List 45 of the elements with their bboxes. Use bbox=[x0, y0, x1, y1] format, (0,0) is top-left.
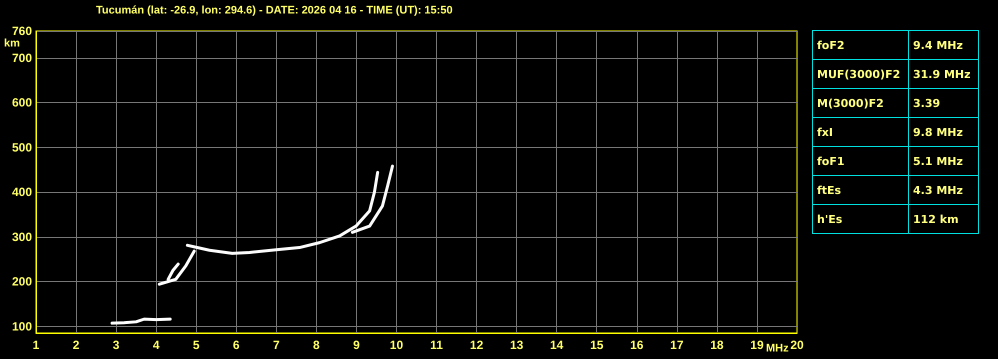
x-tick-label: 14 bbox=[550, 338, 564, 352]
text: 9.8 MHz bbox=[908, 118, 978, 146]
y-tick-label: 200 bbox=[12, 274, 32, 289]
x-tick-label: 19 bbox=[750, 338, 764, 352]
x-tick-label: 10 bbox=[390, 338, 404, 352]
chart-title: Tucumán (lat: -26.9, lon: 294.6) - DATE: 2026 04 16 - TIME (UT): 15:50 bbox=[96, 4, 453, 16]
x-tick-label: 15 bbox=[590, 338, 604, 352]
y-tick-label: 100 bbox=[12, 319, 32, 334]
x-tick-label: 3 bbox=[112, 338, 120, 352]
text: ftEs bbox=[812, 176, 908, 204]
x-tick-label: 5 bbox=[192, 338, 200, 352]
y-tick-label: 300 bbox=[12, 230, 32, 244]
x-tick-label: 8 bbox=[313, 338, 320, 352]
x-tick-label: 18 bbox=[710, 338, 724, 352]
y-axis-title: km bbox=[4, 38, 20, 50]
y-tick-label: 500 bbox=[12, 140, 32, 154]
x-tick-label: 12 bbox=[470, 338, 484, 352]
text: 9.4 MHz bbox=[908, 30, 978, 60]
text: 4.3 MHz bbox=[908, 176, 978, 204]
x-tick-label: 13 bbox=[510, 338, 524, 352]
x-tick-label: 2 bbox=[72, 338, 80, 352]
y-tick-label: 400 bbox=[12, 185, 32, 200]
x-tick-label: 16 bbox=[630, 338, 644, 352]
text: foF1 bbox=[812, 146, 908, 176]
x-tick-label: 17 bbox=[670, 338, 684, 352]
text: fxI bbox=[812, 118, 908, 146]
text: 3.39 bbox=[908, 88, 978, 118]
y-tick-label: 600 bbox=[12, 96, 32, 110]
x-tick-label: 4 bbox=[152, 338, 160, 352]
text: M(3000)F2 bbox=[812, 88, 908, 118]
x-tick-label: 7 bbox=[272, 338, 280, 352]
x-tick-label: 11 bbox=[430, 338, 444, 352]
x-tick-label: 6 bbox=[232, 338, 240, 352]
x-tick-label: 20 bbox=[790, 338, 804, 352]
text: MUF(3000)F2 bbox=[812, 60, 908, 88]
text: 5.1 MHz bbox=[908, 146, 978, 176]
y-tick-label: 700 bbox=[12, 50, 32, 65]
x-axis-title: MHz bbox=[766, 342, 790, 354]
x-tick-label: 9 bbox=[353, 338, 360, 352]
y-tick-label: 760 bbox=[12, 24, 32, 38]
text: 31.9 MHz bbox=[908, 60, 978, 88]
text: h'Es bbox=[812, 204, 908, 234]
x-tick-label: 1 bbox=[32, 338, 40, 352]
text: 112 km bbox=[908, 204, 978, 234]
text: foF2 bbox=[812, 30, 908, 60]
